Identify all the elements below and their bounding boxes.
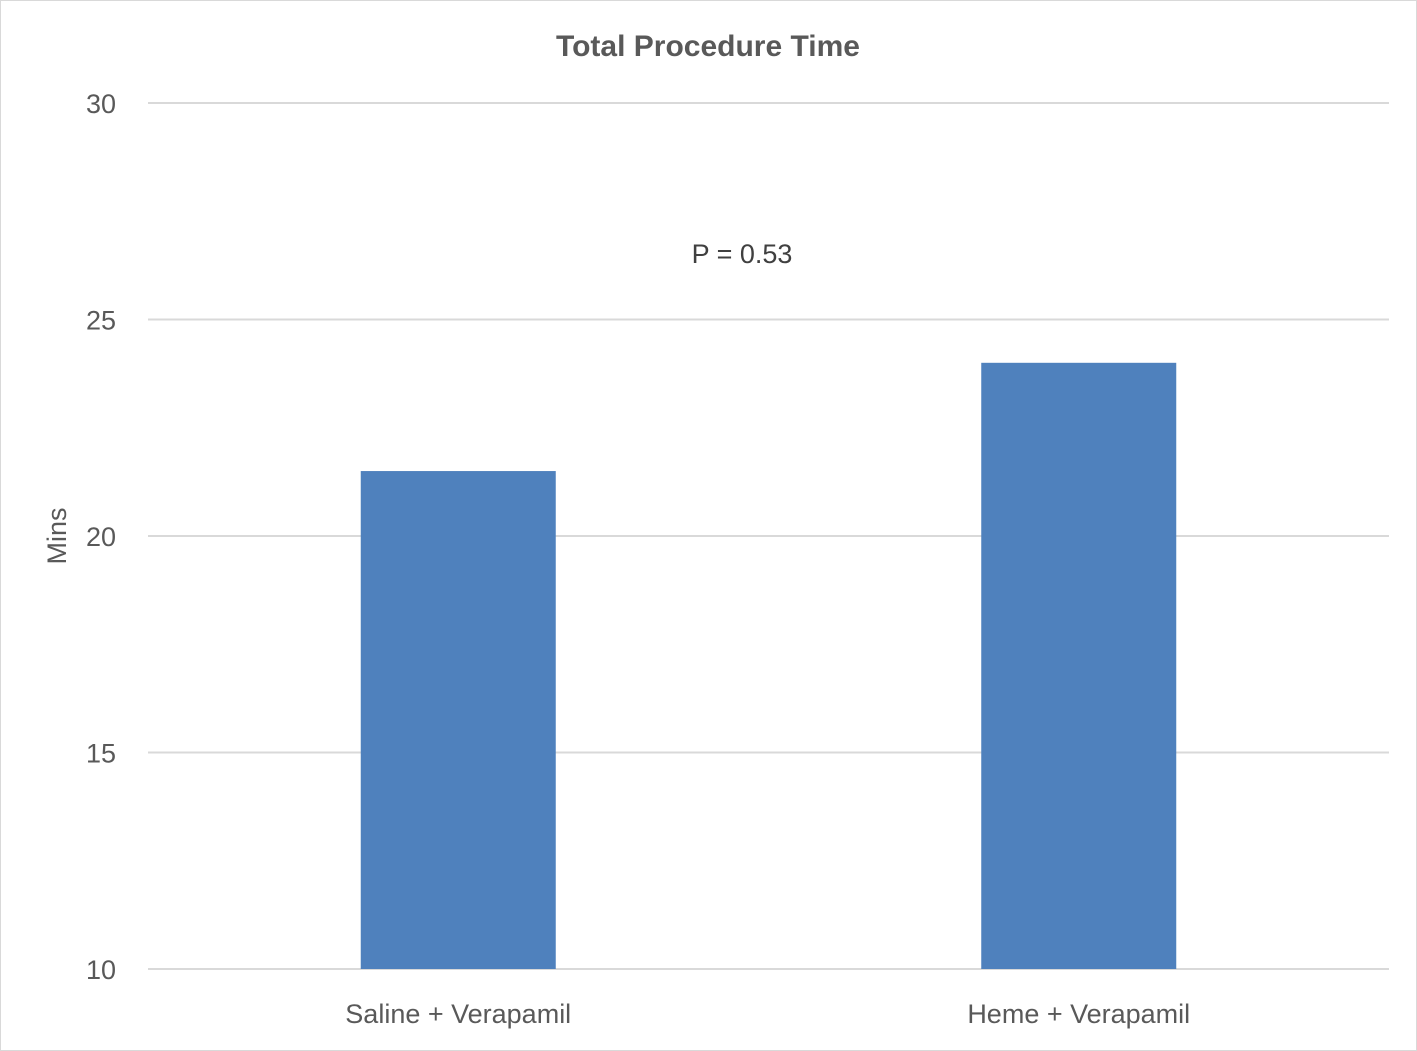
- bar-2: [981, 362, 1177, 969]
- y-tick-label-10: 10: [86, 955, 116, 985]
- bars: [360, 362, 1177, 969]
- p-value-annotation: P = 0.53: [692, 239, 793, 269]
- x-category-label-2: Heme + Verapamil: [967, 999, 1190, 1029]
- y-axis-ticks: 10 15 20 25 30: [86, 89, 116, 985]
- y-tick-label-25: 25: [86, 306, 116, 336]
- y-tick-label-30: 30: [86, 89, 116, 119]
- y-tick-label-20: 20: [86, 522, 116, 552]
- y-tick-label-15: 15: [86, 739, 116, 769]
- y-axis-label: Mins: [42, 507, 72, 564]
- x-category-label-1: Saline + Verapamil: [345, 999, 571, 1029]
- chart-title: Total Procedure Time: [556, 30, 860, 63]
- bar-1: [360, 471, 556, 969]
- gridlines: [148, 102, 1389, 970]
- x-axis-categories: Saline + Verapamil Heme + Verapamil: [345, 999, 1190, 1029]
